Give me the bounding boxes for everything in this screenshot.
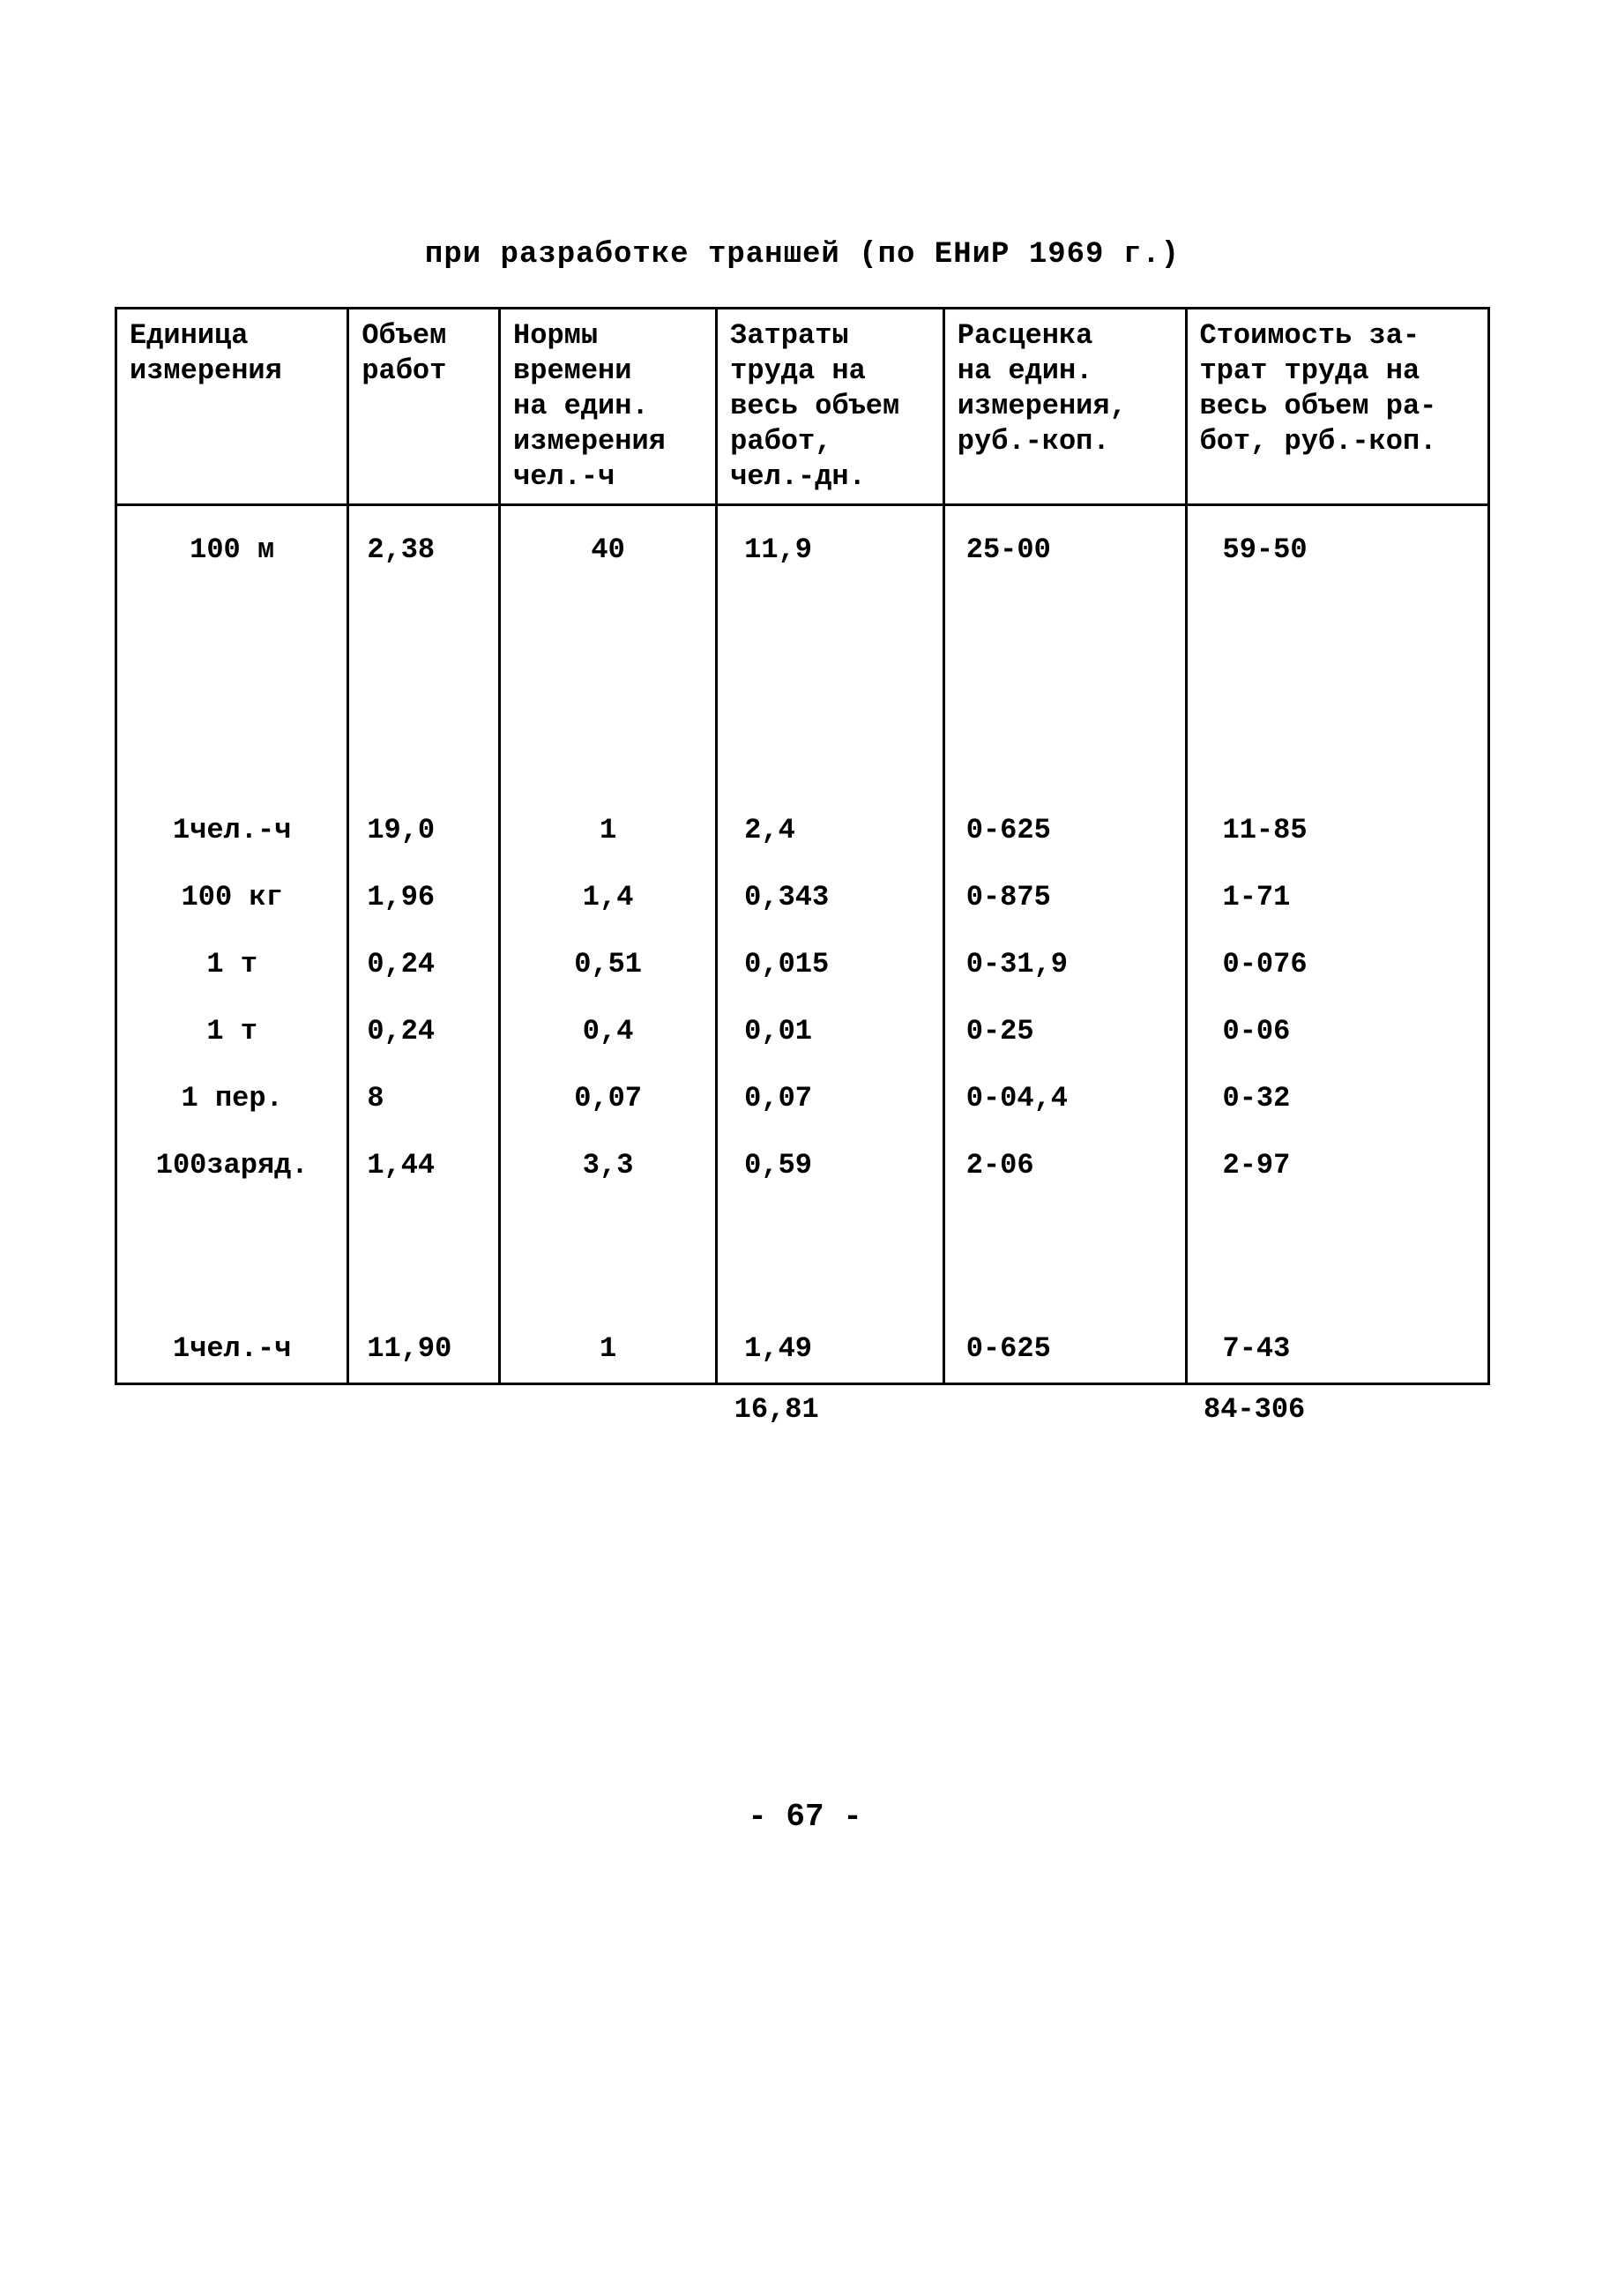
cell-norms: 0,51 xyxy=(500,931,717,998)
cell-unit: 1 т xyxy=(116,998,348,1065)
total-cost: 84-306 xyxy=(1186,1384,1489,1437)
cell-unit: 1чел.-ч xyxy=(116,1316,348,1384)
cell-volume: 8 xyxy=(348,1065,500,1132)
col-header-cost: Стоимость за-трат труда навесь объем ра-… xyxy=(1186,309,1489,505)
table-row: 100заряд. 1,44 3,3 0,59 2-06 2-97 xyxy=(116,1132,1489,1316)
cell-volume: 2,38 xyxy=(348,505,500,798)
cell-rate: 2-06 xyxy=(943,1132,1186,1316)
table-row: 1 т 0,24 0,51 0,015 0-31,9 0-076 xyxy=(116,931,1489,998)
cell-labor: 0,015 xyxy=(717,931,944,998)
cell-labor: 0,343 xyxy=(717,864,944,931)
cell-volume: 1,44 xyxy=(348,1132,500,1316)
cell-norms: 1 xyxy=(500,1316,717,1384)
cell-rate: 0-625 xyxy=(943,797,1186,864)
cell-rate: 0-31,9 xyxy=(943,931,1186,998)
cell-rate: 0-25 xyxy=(943,998,1186,1065)
table-row: 100 кг 1,96 1,4 0,343 0-875 1-71 xyxy=(116,864,1489,931)
cell-unit: 100заряд. xyxy=(116,1132,348,1316)
page-content: при разработке траншей (по ЕНиР 1969 г.)… xyxy=(115,238,1490,1436)
cell-cost: 0-32 xyxy=(1186,1065,1489,1132)
cell-volume: 0,24 xyxy=(348,998,500,1065)
cell-norms: 0,4 xyxy=(500,998,717,1065)
cell-rate: 25-00 xyxy=(943,505,1186,798)
cell-labor: 2,4 xyxy=(717,797,944,864)
table-row: 1чел.-ч 11,90 1 1,49 0-625 7-43 xyxy=(116,1316,1489,1384)
cell-volume: 0,24 xyxy=(348,931,500,998)
table-row: 1 пер. 8 0,07 0,07 0-04,4 0-32 xyxy=(116,1065,1489,1132)
cell-labor: 0,01 xyxy=(717,998,944,1065)
table-header-row: Единицаизмерения Объемработ Нормывремени… xyxy=(116,309,1489,505)
cell-labor: 1,49 xyxy=(717,1316,944,1384)
cell-norms: 1 xyxy=(500,797,717,864)
totals-row: 16,81 84-306 xyxy=(116,1384,1489,1437)
cell-norms: 0,07 xyxy=(500,1065,717,1132)
cell-volume: 19,0 xyxy=(348,797,500,864)
col-header-norms: Нормывременина един.измерениячел.-ч xyxy=(500,309,717,505)
cell-labor: 11,9 xyxy=(717,505,944,798)
cell-cost: 2-97 xyxy=(1186,1132,1489,1316)
cell-volume: 1,96 xyxy=(348,864,500,931)
cell-cost: 11-85 xyxy=(1186,797,1489,864)
cell-labor: 0,07 xyxy=(717,1065,944,1132)
cell-cost: 0-06 xyxy=(1186,998,1489,1065)
cell-unit: 100 кг xyxy=(116,864,348,931)
cell-norms: 40 xyxy=(500,505,717,798)
cell-volume: 11,90 xyxy=(348,1316,500,1384)
cell-cost: 0-076 xyxy=(1186,931,1489,998)
cell-norms: 1,4 xyxy=(500,864,717,931)
cell-rate: 0-875 xyxy=(943,864,1186,931)
cell-cost: 59-50 xyxy=(1186,505,1489,798)
cell-rate: 0-04,4 xyxy=(943,1065,1186,1132)
cell-cost: 7-43 xyxy=(1186,1316,1489,1384)
page-number: - 67 - xyxy=(0,1799,1610,1835)
table-row: 100 м 2,38 40 11,9 25-00 59-50 xyxy=(116,505,1489,798)
cell-unit: 1чел.-ч xyxy=(116,797,348,864)
col-header-rate: Расценкана един.измерения,руб.-коп. xyxy=(943,309,1186,505)
cell-unit: 1 пер. xyxy=(116,1065,348,1132)
cell-cost: 1-71 xyxy=(1186,864,1489,931)
table-title: при разработке траншей (по ЕНиР 1969 г.) xyxy=(115,238,1490,272)
table-row: 1чел.-ч 19,0 1 2,4 0-625 11-85 xyxy=(116,797,1489,864)
cell-norms: 3,3 xyxy=(500,1132,717,1316)
cell-unit: 100 м xyxy=(116,505,348,798)
cell-labor: 0,59 xyxy=(717,1132,944,1316)
col-header-labor: Затратытруда навесь объемработ,чел.-дн. xyxy=(717,309,944,505)
col-header-volume: Объемработ xyxy=(348,309,500,505)
cell-rate: 0-625 xyxy=(943,1316,1186,1384)
total-labor: 16,81 xyxy=(717,1384,944,1437)
cell-unit: 1 т xyxy=(116,931,348,998)
col-header-unit: Единицаизмерения xyxy=(116,309,348,505)
data-table: Единицаизмерения Объемработ Нормывремени… xyxy=(115,307,1490,1436)
table-row: 1 т 0,24 0,4 0,01 0-25 0-06 xyxy=(116,998,1489,1065)
